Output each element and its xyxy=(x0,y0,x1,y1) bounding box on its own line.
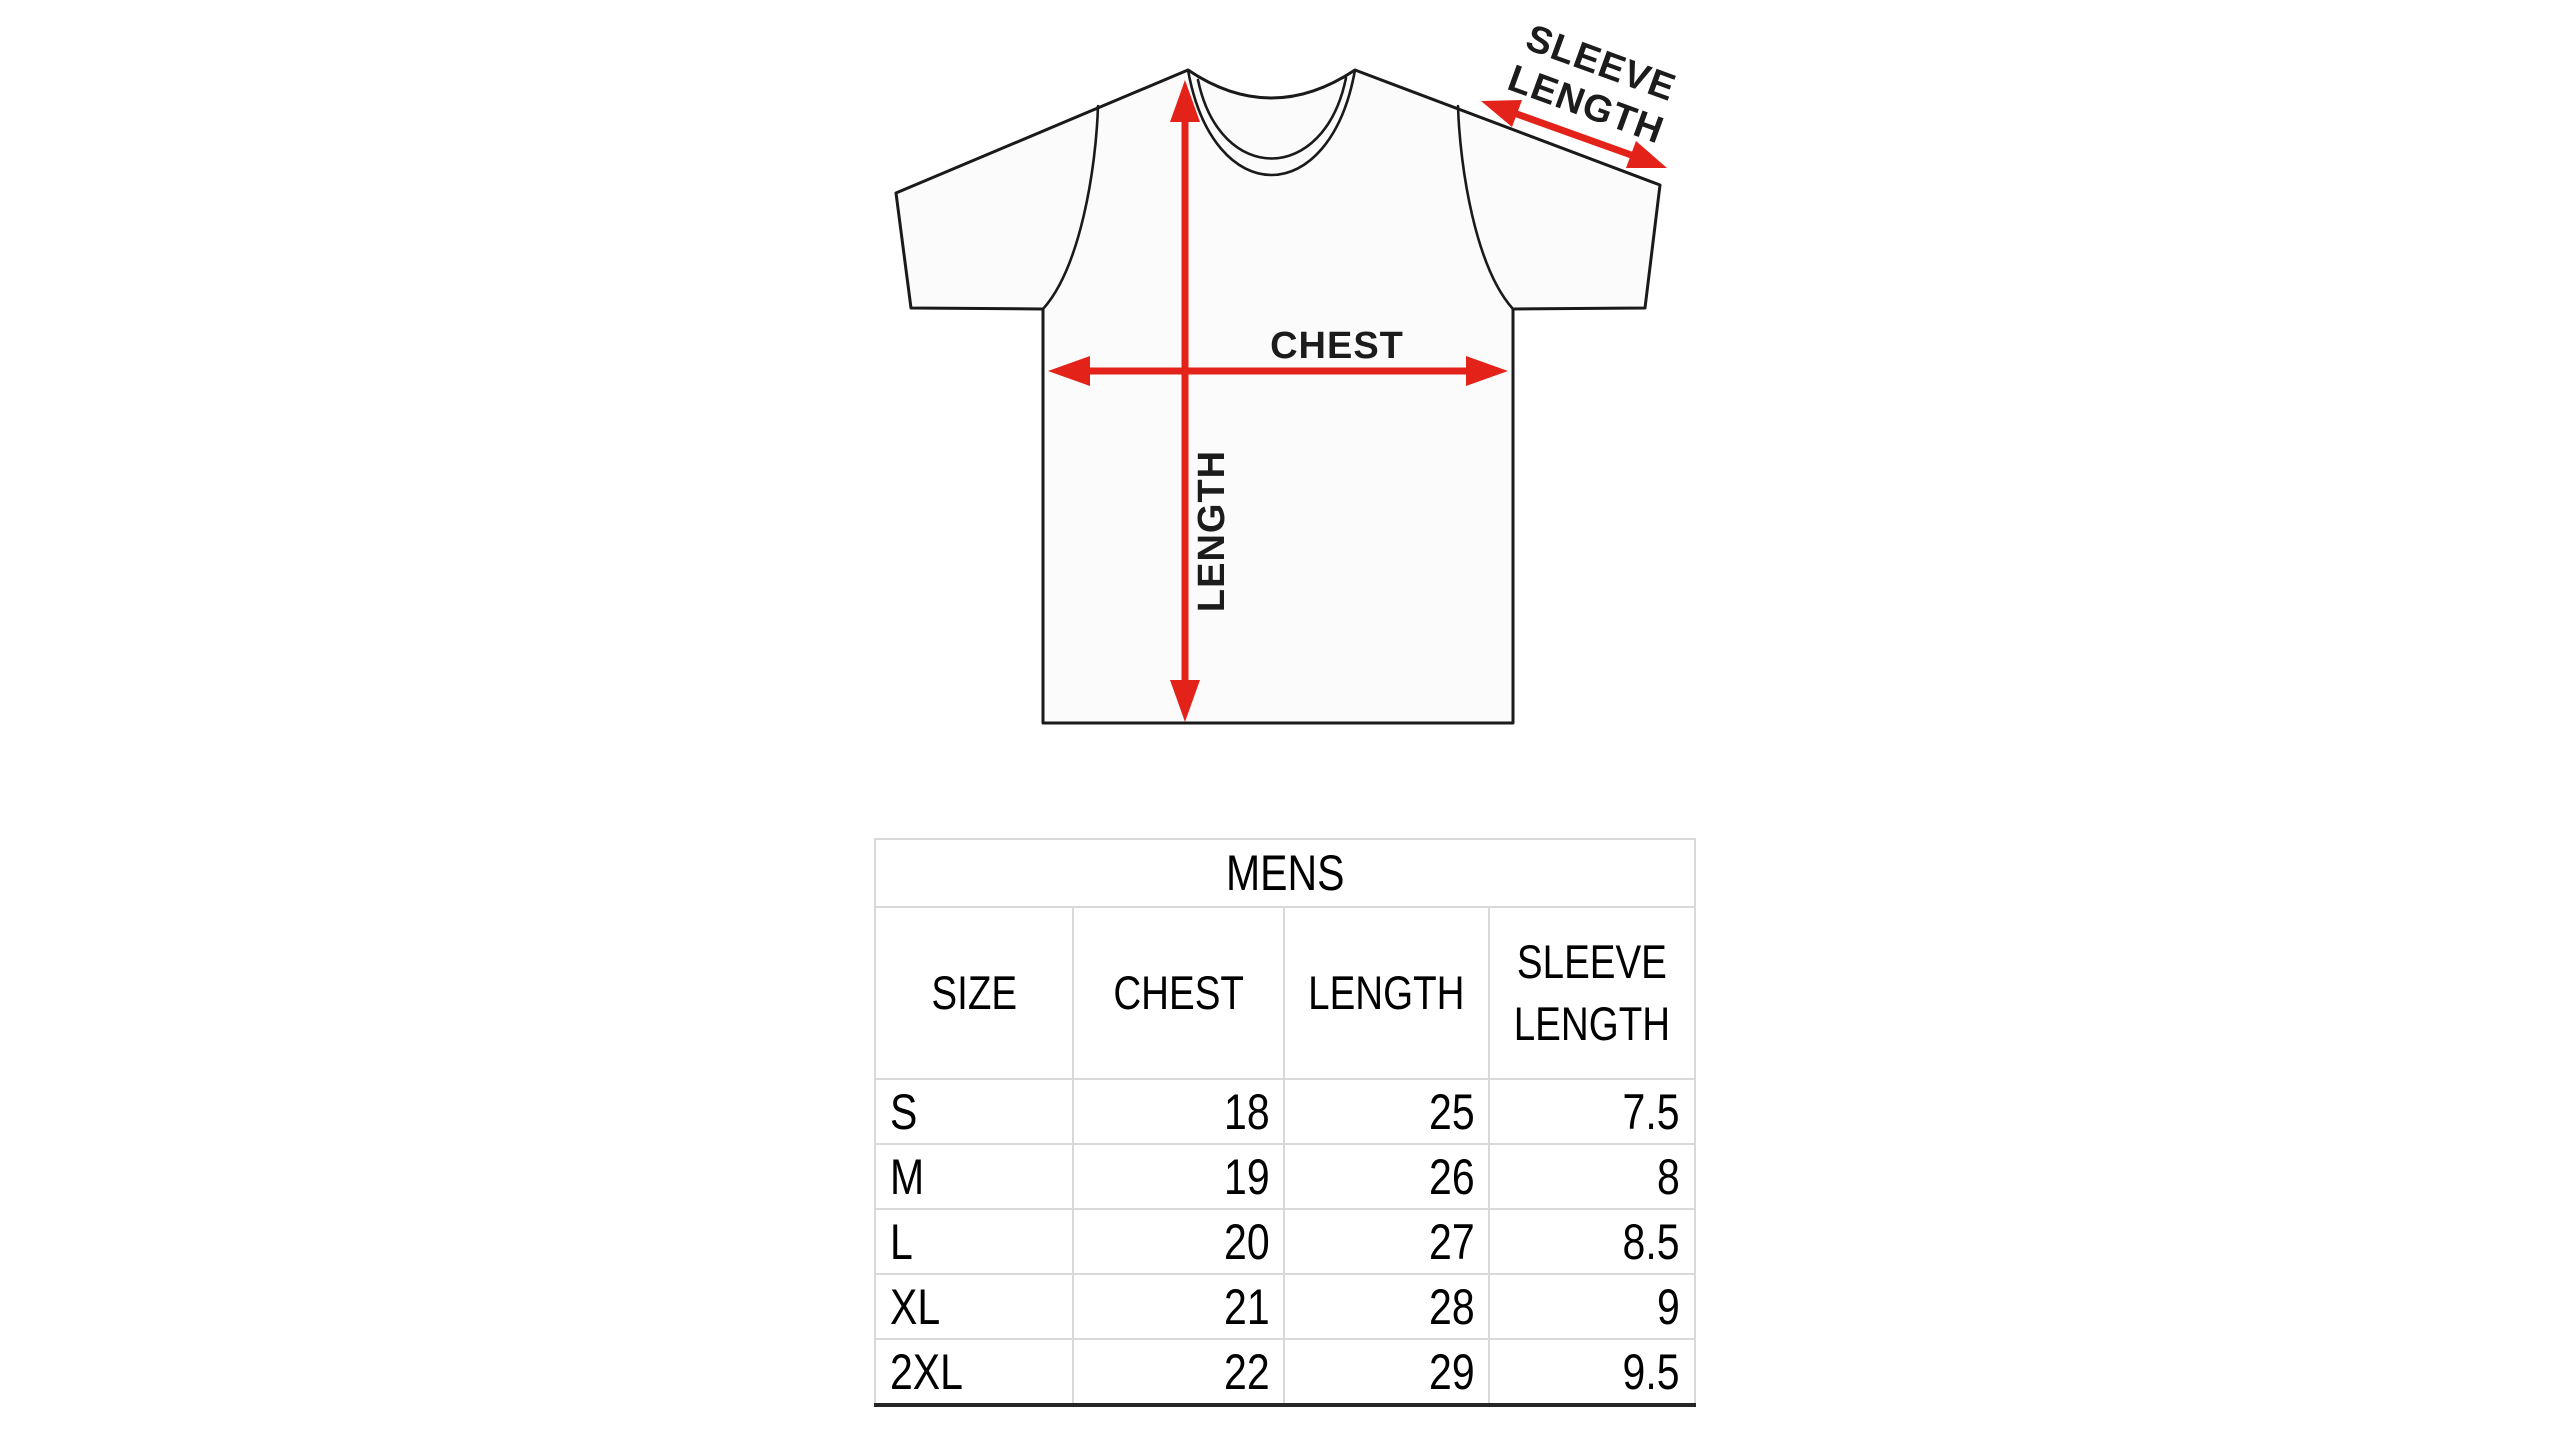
collar-opening-line xyxy=(1186,68,1357,177)
sleeve-length-cell: 7.5 xyxy=(1488,1078,1696,1145)
size-cell: M xyxy=(873,1143,1075,1210)
size-cell: L xyxy=(873,1208,1075,1275)
table-row-s: S 18 25 7.5 xyxy=(873,1078,1696,1145)
left-armhole-seam xyxy=(1041,104,1100,311)
table-title-row: MENS xyxy=(874,838,1696,908)
chest-cell: 22 xyxy=(1072,1338,1286,1406)
chest-label: CHEST xyxy=(1270,325,1404,367)
column-header-size: SIZE xyxy=(873,906,1075,1080)
size-cell: S xyxy=(873,1078,1075,1145)
tshirt-outline xyxy=(894,68,1662,725)
chest-arrow xyxy=(1048,356,1508,386)
table-row-xl: XL 21 28 9 xyxy=(873,1273,1696,1340)
length-cell: 26 xyxy=(1283,1143,1491,1210)
table-title-cell: MENS xyxy=(874,838,1696,908)
length-label: LENGTH xyxy=(1191,450,1233,612)
table-header-row: SIZE CHEST LENGTH SLEEVE LENGTH xyxy=(873,906,1696,1080)
table-row-2xl: 2XL 22 29 9.5 xyxy=(873,1338,1696,1406)
sleeve-length-label: SLEEVE LENGTH xyxy=(1502,17,1681,152)
tshirt-measurement-diagram: CHEST LENGTH SLEEVE LENGTH xyxy=(894,17,1681,725)
length-arrow xyxy=(1170,80,1200,722)
length-cell: 28 xyxy=(1283,1273,1491,1340)
size-cell: 2XL xyxy=(873,1338,1075,1406)
size-cell: XL xyxy=(873,1273,1075,1340)
table-row-m: M 19 26 8 xyxy=(873,1143,1696,1210)
sleeve-length-cell: 8 xyxy=(1488,1143,1696,1210)
column-header-chest: CHEST xyxy=(1072,906,1286,1080)
sleeve-length-cell: 9.5 xyxy=(1488,1338,1696,1406)
chest-cell: 20 xyxy=(1072,1208,1286,1275)
right-armhole-seam xyxy=(1456,104,1515,311)
size-chart-table: MENS SIZE CHEST LENGTH SLEEVE LENGTH xyxy=(873,838,1696,1407)
sleeve-length-cell: 9 xyxy=(1488,1273,1696,1340)
column-header-sleeve-length: SLEEVE LENGTH xyxy=(1488,906,1696,1080)
chest-cell: 21 xyxy=(1072,1273,1286,1340)
chest-cell: 19 xyxy=(1072,1143,1286,1210)
collar-band-seam-line xyxy=(1196,76,1348,160)
length-cell: 25 xyxy=(1283,1078,1491,1145)
length-cell: 27 xyxy=(1283,1208,1491,1275)
column-header-length: LENGTH xyxy=(1283,906,1491,1080)
sleeve-length-arrow xyxy=(1481,100,1667,168)
sleeve-length-cell: 8.5 xyxy=(1488,1208,1696,1275)
length-cell: 29 xyxy=(1283,1338,1491,1406)
table-row-l: L 20 27 8.5 xyxy=(873,1208,1696,1275)
chest-cell: 18 xyxy=(1072,1078,1286,1145)
size-chart: MENS SIZE CHEST LENGTH SLEEVE LENGTH xyxy=(873,838,1696,1407)
table-title: MENS xyxy=(1225,845,1345,901)
